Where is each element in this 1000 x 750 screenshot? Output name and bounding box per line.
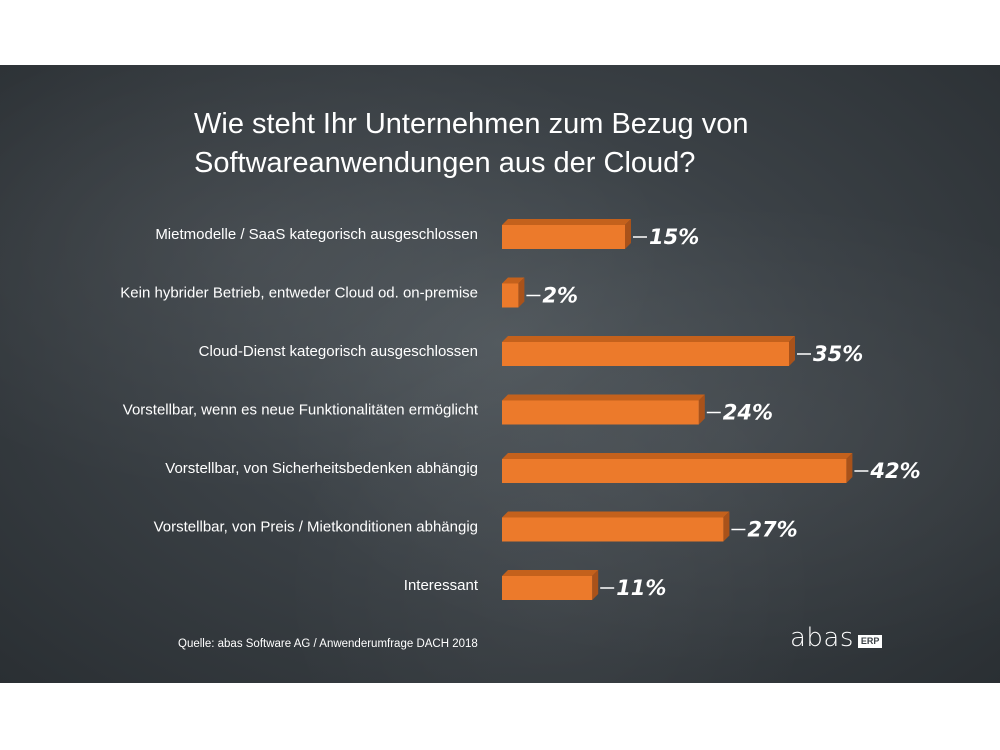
value-label: 42% <box>869 459 920 483</box>
source-note: Quelle: abas Software AG / Anwenderumfra… <box>178 638 478 650</box>
bar-side-face <box>518 277 525 308</box>
category-label: Cloud-Dienst kategorisch ausgeschlossen <box>199 343 478 360</box>
category-label: Mietmodelle / SaaS kategorisch ausgeschl… <box>155 226 478 243</box>
chart-title: Wie steht Ihr Unternehmen zum Bezug von … <box>194 108 749 179</box>
bar <box>502 400 699 425</box>
value-label: 24% <box>723 401 773 425</box>
bar-top-face <box>502 453 853 459</box>
category-label: Kein hybrider Betrieb, entweder Cloud od… <box>120 284 478 301</box>
abas-erp-logo: abas ERP <box>790 623 883 653</box>
logo-wordmark: abas <box>790 623 854 653</box>
bar-top-face <box>502 277 525 284</box>
bar <box>502 225 625 249</box>
bar-top-face <box>502 511 730 518</box>
category-label: Vorstellbar, von Sicherheitsbedenken abh… <box>165 460 478 477</box>
bar <box>502 517 724 542</box>
bar-chart: Mietmodelle / SaaS kategorisch ausgeschl… <box>120 219 921 600</box>
bar-top-face <box>502 570 599 576</box>
bar-side-face <box>723 511 730 542</box>
bar-side-face <box>592 570 599 600</box>
bar <box>502 576 593 600</box>
bar <box>502 459 847 483</box>
chalkboard-slide: Wie steht Ihr Unternehmen zum Bezug von … <box>0 65 1000 683</box>
value-label: 11% <box>616 576 666 600</box>
bar <box>502 283 519 308</box>
bar-top-face <box>502 336 795 342</box>
value-label: 2% <box>542 284 578 308</box>
chalk-smudge-texture <box>0 65 1000 683</box>
bar-side-face <box>789 336 795 366</box>
value-label: 35% <box>813 342 863 366</box>
category-label: Interessant <box>404 577 479 594</box>
value-label: 27% <box>747 518 797 542</box>
bar-side-face <box>698 394 705 425</box>
bar-top-face <box>502 394 705 401</box>
value-label: 15% <box>649 225 699 249</box>
bar-side-face <box>846 453 853 483</box>
logo-tag: ERP <box>857 634 883 648</box>
bar <box>502 342 789 366</box>
category-label: Vorstellbar, wenn es neue Funktionalität… <box>123 401 479 418</box>
bar-top-face <box>502 219 631 225</box>
category-label: Vorstellbar, von Preis / Mietkonditionen… <box>154 518 478 535</box>
bar-side-face <box>625 219 631 249</box>
